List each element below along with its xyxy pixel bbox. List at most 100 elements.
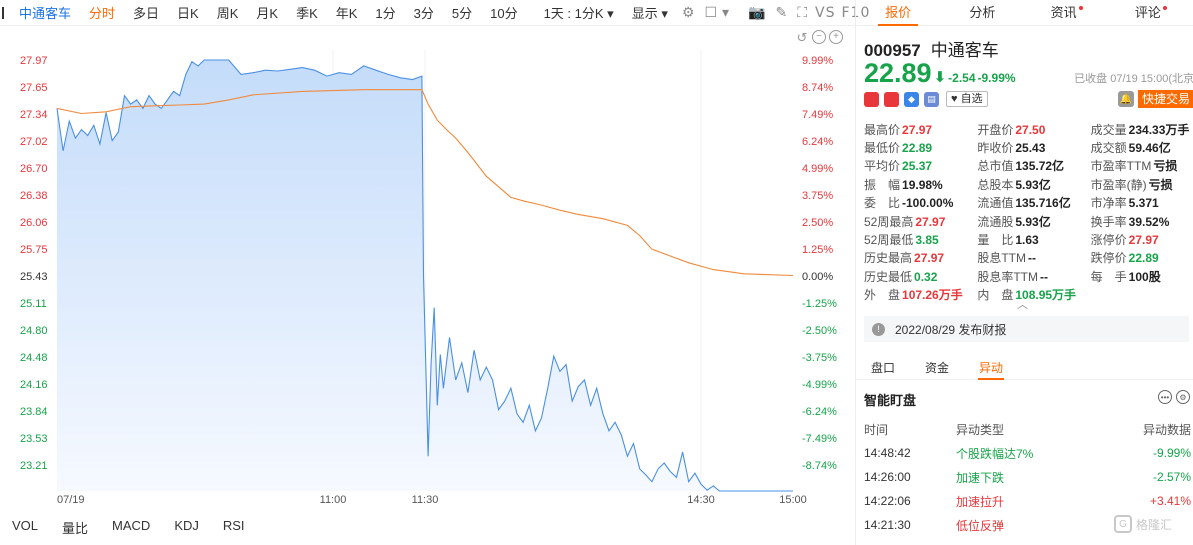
price-tick-label: 24.16 (20, 379, 48, 391)
price-chart-svg[interactable]: 27.97 27.65 27.34 27.02 26.70 26.38 26.06 25.75… (0, 26, 855, 516)
zoom-in-icon[interactable]: + (829, 30, 843, 44)
bookmark-icon[interactable]: ▤ (924, 91, 939, 107)
quote-value: 19.98% (902, 177, 943, 192)
quote-cell: 跌停价 22.89 (1091, 249, 1193, 266)
lightning-icon[interactable]: ϟ (884, 91, 899, 107)
price-tick-label: 27.65 (20, 82, 48, 94)
indicator-tab-rsi[interactable]: RSI (222, 518, 245, 533)
camera-icon[interactable]: 📷 (748, 4, 766, 20)
table-row[interactable]: 14:48:42 个股跌幅达7% -9.99% (864, 441, 1191, 465)
intraday-chart[interactable]: 27.97 27.65 27.34 27.02 26.70 26.38 26.06 25.75… (0, 26, 855, 516)
quote-row: 最高价 27.97 开盘价 27.50 成交量 234.33万手 (864, 120, 1193, 138)
gear-icon[interactable]: ⚙ (681, 4, 695, 20)
watermark-text: 格隆汇 (1136, 517, 1173, 532)
indicator-tab-vol[interactable]: VOL (12, 518, 39, 533)
display-menu[interactable]: 显示 ▾ (623, 3, 677, 22)
box-icon[interactable]: ☐ (704, 4, 717, 20)
period-tab-10min[interactable]: 10分 (490, 6, 518, 21)
table-row[interactable]: 14:26:00 加速下跌 -2.57% (864, 465, 1191, 489)
indicator-tab-kdj[interactable]: KDJ (174, 518, 199, 533)
subtab-orderbook[interactable]: 盘口 (871, 361, 896, 375)
quote-value: 1.63 (1015, 233, 1039, 248)
price-tick-label: 25.75 (20, 244, 48, 256)
subtab-alerts[interactable]: 异动 (964, 356, 1018, 380)
quote-key: 量 比 (977, 233, 1014, 248)
range-select[interactable]: 1天 : 1分K ▾ (535, 3, 623, 22)
indicator-tab-liangbi[interactable]: 量比 (62, 521, 89, 536)
period-tab-seasonk[interactable]: 季K (296, 6, 318, 21)
period-tab-5min[interactable]: 5分 (451, 6, 473, 21)
zoom-out-icon[interactable]: − (812, 30, 826, 44)
unread-dot (1162, 5, 1167, 10)
china-flag-icon[interactable]: ★ (864, 91, 879, 107)
subtab-capital[interactable]: 资金 (925, 361, 950, 375)
quote-row: 52周最低 3.85 量 比 1.63 涨停价 27.97 (864, 230, 1193, 248)
quote-key: 52周最低 (864, 233, 914, 248)
quick-trade-button[interactable]: 快捷交易 (1137, 90, 1193, 108)
indicator-tab-macd[interactable]: MACD (112, 518, 151, 533)
tab-news[interactable]: 资讯 (1025, 0, 1109, 26)
quote-cell: 振 幅 19.98% (864, 176, 977, 193)
quote-key: 开盘价 (977, 122, 1014, 137)
settings-icon[interactable]: ⚙ (1176, 390, 1190, 404)
pencil-icon[interactable]: ✎ (775, 4, 788, 20)
undo-icon[interactable]: ↺ (796, 29, 808, 45)
tab-analysis[interactable]: 分析 (940, 0, 1024, 26)
pct-tick-label: 0.00% (802, 271, 833, 283)
quote-cell (1091, 288, 1193, 302)
fullscreen-icon[interactable]: ⛶ (797, 4, 808, 20)
quote-cell: 市盈率TTM 亏损 (1091, 157, 1193, 174)
panel-toggle-icon[interactable] (2, 6, 4, 19)
quote-value: 5.371 (1128, 196, 1159, 211)
quote-value: 135.716亿 (1015, 196, 1071, 211)
period-tab-yeark[interactable]: 年K (335, 6, 358, 21)
alerts-table: 时间 异动类型 异动数据 14:48:42 个股跌幅达7% -9.99% 14:26:… (864, 417, 1191, 537)
quote-cell: 52周最低 3.85 (864, 231, 977, 248)
period-tab-3min[interactable]: 3分 (413, 6, 434, 21)
quote-value: 25.43 (1015, 141, 1046, 156)
quote-value: -100.00% (902, 196, 954, 211)
table-row[interactable]: 14:22:06 加速拉升 +3.41% (864, 489, 1191, 513)
add-watchlist-button[interactable]: ♥ 自选 (946, 91, 988, 107)
chevron-down-icon[interactable]: ▾ (722, 4, 730, 20)
alerts-table-header: 时间 异动类型 异动数据 (864, 417, 1191, 441)
pct-tick-label: -7.49% (802, 433, 837, 445)
alert-type: 加速拉升 (956, 494, 1005, 509)
x-tick-label: 11:30 (412, 494, 439, 506)
quote-cell: 量 比 1.63 (977, 231, 1090, 248)
stock-name-label[interactable]: 中通客车 (19, 6, 72, 21)
quote-row: 历史最高 27.97 股息TTM -- 跌停价 22.89 (864, 249, 1193, 267)
period-tab-1min[interactable]: 1分 (375, 6, 396, 21)
quote-row: 平均价 25.37 总市值 135.72亿 市盈率TTM 亏损 (864, 157, 1193, 175)
tag-icon[interactable]: ◆ (904, 91, 919, 107)
quote-key: 昨收价 (977, 141, 1014, 156)
quote-cell: 市盈率(静) 亏损 (1091, 176, 1193, 193)
period-tab-dayk[interactable]: 日K (177, 6, 199, 21)
more-icon[interactable]: ••• (1158, 390, 1172, 404)
quote-key: 总市值 (977, 159, 1014, 174)
earnings-notice[interactable]: ! 2022/08/29 发布财报 (864, 316, 1189, 342)
quote-key: 每 手 (1090, 269, 1127, 284)
arrow-down-icon: ⬇ (933, 69, 947, 86)
tab-quote[interactable]: 报价 (856, 0, 940, 26)
period-tab-fenshi[interactable]: 分时 (89, 6, 116, 21)
bell-icon[interactable]: 🔔 (1117, 91, 1134, 107)
period-tab-monthk[interactable]: 月K (256, 6, 279, 21)
table-row[interactable]: 14:21:30 低位反弹 (864, 513, 1191, 537)
tab-comments[interactable]: 评论 (1109, 0, 1193, 26)
quote-cell: 股息率TTM -- (977, 268, 1090, 285)
expand-up-icon[interactable]: ︿ (1017, 299, 1028, 311)
quote-cell: 总市值 135.72亿 (977, 157, 1090, 174)
quote-value: 25.37 (902, 159, 933, 174)
market-closed-text: 已收盘 07/19 15:00(北京 (1074, 73, 1193, 85)
alert-time: 14:21:30 (864, 518, 911, 532)
x-tick-label: 14:30 (687, 494, 715, 506)
period-tab-duori[interactable]: 多日 (133, 6, 160, 21)
quote-cell: 平均价 25.37 (864, 157, 977, 174)
quote-key: 平均价 (864, 159, 901, 174)
quote-value: 108.95万手 (1015, 288, 1077, 303)
price-area (57, 60, 793, 491)
quote-cell: 历史最高 27.97 (864, 249, 977, 266)
vs-button[interactable]: VS (815, 4, 836, 21)
period-tab-weekk[interactable]: 周K (216, 6, 239, 21)
